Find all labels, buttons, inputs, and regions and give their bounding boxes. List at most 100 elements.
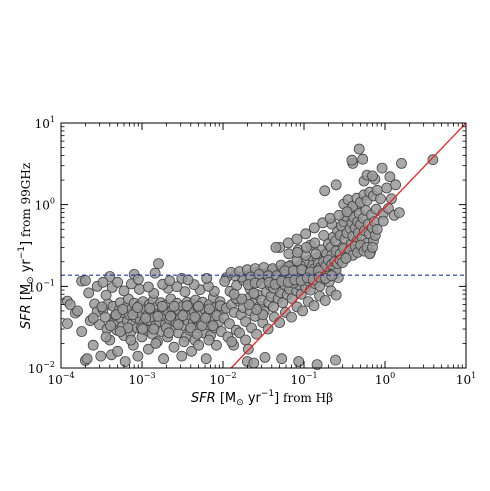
data-point bbox=[144, 302, 156, 314]
data-point bbox=[97, 276, 109, 288]
data-point bbox=[87, 339, 99, 351]
data-point bbox=[163, 327, 175, 339]
data-point bbox=[150, 337, 162, 349]
data-point bbox=[62, 318, 73, 330]
y-axis-label: SFR [M⊙ yr−1] from 99GHz bbox=[17, 163, 36, 329]
axis-ticks bbox=[60, 122, 467, 369]
data-point bbox=[210, 339, 222, 351]
data-point bbox=[152, 310, 164, 322]
data-point bbox=[251, 304, 263, 315]
data-point bbox=[168, 300, 180, 312]
data-point bbox=[427, 154, 439, 166]
data-point bbox=[353, 143, 365, 155]
data-point bbox=[99, 311, 111, 323]
data-point bbox=[186, 345, 198, 357]
data-point bbox=[132, 273, 144, 285]
y-tick-label: 10−2 bbox=[28, 360, 55, 376]
data-point bbox=[182, 274, 194, 286]
data-point bbox=[132, 302, 143, 313]
data-point bbox=[112, 345, 123, 357]
data-point bbox=[100, 331, 112, 343]
data-point bbox=[114, 326, 126, 337]
data-point bbox=[346, 154, 358, 166]
x-tick-label: 10−4 bbox=[47, 371, 74, 387]
x-axis-label: SFR [M⊙ yr−1] from Hβ bbox=[191, 389, 333, 408]
data-point bbox=[319, 295, 331, 306]
data-point bbox=[330, 179, 342, 191]
data-point bbox=[76, 326, 88, 337]
data-point bbox=[80, 275, 91, 286]
data-point bbox=[203, 303, 215, 315]
data-point bbox=[100, 289, 112, 301]
data-point bbox=[83, 287, 95, 299]
data-point bbox=[104, 271, 116, 282]
data-point bbox=[384, 171, 396, 183]
data-point bbox=[171, 281, 183, 293]
data-point bbox=[191, 328, 203, 340]
one-to-one-line bbox=[230, 122, 467, 369]
data-point bbox=[300, 241, 312, 253]
data-point bbox=[248, 287, 260, 299]
tick-labels: 10−4 10−3 10−2 10−1 100 101 10−2 10−1 100 101 bbox=[28, 115, 476, 387]
data-point bbox=[286, 311, 297, 323]
data-point bbox=[234, 327, 245, 339]
data-point bbox=[142, 281, 154, 293]
data-point bbox=[189, 311, 201, 323]
data-point bbox=[240, 334, 252, 346]
x-tick-label: 10−2 bbox=[209, 371, 236, 387]
data-point bbox=[140, 312, 152, 324]
data-point bbox=[87, 312, 99, 324]
data-point bbox=[259, 351, 271, 363]
x-tick-label: 10−1 bbox=[290, 371, 317, 387]
data-point bbox=[200, 312, 212, 324]
data-point bbox=[319, 185, 331, 197]
data-point bbox=[223, 318, 235, 330]
data-point bbox=[119, 356, 131, 367]
data-point bbox=[178, 336, 190, 348]
data-point bbox=[367, 241, 378, 253]
data-point bbox=[81, 353, 93, 365]
data-point bbox=[277, 297, 289, 309]
data-point bbox=[118, 285, 130, 297]
data-point bbox=[377, 215, 389, 227]
data-point bbox=[276, 353, 288, 365]
data-point bbox=[390, 179, 402, 191]
data-point bbox=[181, 300, 193, 312]
data-point bbox=[274, 317, 286, 329]
data-point bbox=[165, 310, 176, 322]
data-point bbox=[172, 319, 184, 331]
data-point bbox=[291, 233, 303, 245]
data-point bbox=[203, 334, 215, 346]
data-point bbox=[158, 353, 170, 365]
data-point bbox=[248, 357, 260, 369]
data-point bbox=[72, 305, 83, 317]
data-point bbox=[236, 293, 248, 305]
data-point bbox=[340, 252, 352, 264]
data-point bbox=[291, 246, 303, 258]
data-point bbox=[371, 223, 383, 235]
y-tick-label: 100 bbox=[35, 197, 55, 213]
data-point bbox=[367, 170, 378, 182]
data-point bbox=[293, 356, 305, 367]
data-point bbox=[156, 300, 168, 312]
data-point bbox=[311, 359, 323, 371]
data-point bbox=[177, 310, 189, 321]
data-point bbox=[385, 193, 397, 205]
y-tick-label: 101 bbox=[35, 115, 55, 131]
data-point bbox=[201, 272, 213, 284]
data-point bbox=[341, 206, 353, 218]
data-point bbox=[251, 328, 263, 340]
data-point bbox=[125, 334, 137, 346]
x-tick-label: 100 bbox=[375, 371, 395, 387]
data-point bbox=[176, 350, 188, 362]
data-point bbox=[226, 336, 238, 348]
data-point bbox=[393, 207, 405, 219]
data-point bbox=[357, 153, 369, 165]
data-point bbox=[117, 304, 129, 315]
data-point bbox=[300, 228, 312, 240]
data-point bbox=[308, 222, 320, 234]
data-point bbox=[219, 275, 231, 287]
data-point bbox=[142, 343, 154, 355]
data-point bbox=[153, 258, 164, 270]
